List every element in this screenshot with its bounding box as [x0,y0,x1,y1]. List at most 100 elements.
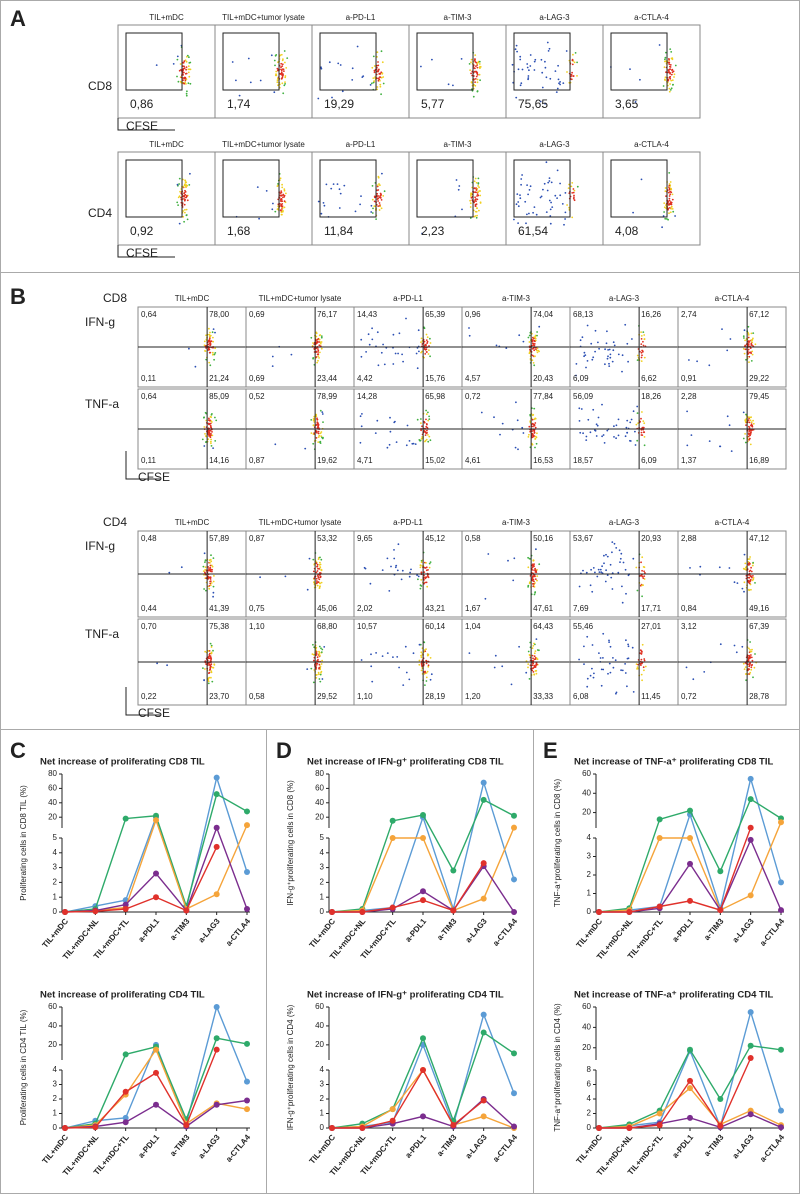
event-dot [629,421,632,424]
event-dot [316,361,318,364]
data-point [389,817,396,824]
event-dot [670,188,673,191]
data-point [511,824,517,831]
event-dot [210,442,212,445]
event-dot [535,571,538,574]
event-dot [667,78,670,81]
event-dot [476,81,479,84]
event-dot [214,347,217,350]
event-dot [304,447,307,450]
x-tick-label: a-LAG3 [731,916,757,944]
plot-frame [311,151,410,246]
event-dot [743,553,746,556]
y-tick-label: 1 [320,892,325,901]
event-dot [281,76,284,79]
event-dot [315,666,318,669]
event-dot [207,568,210,570]
y-tick-label: 0 [587,907,592,916]
event-dot [412,652,415,655]
event-dot [474,84,477,87]
event-dot [209,566,212,569]
event-dot [750,668,753,671]
event-dot [319,409,322,412]
event-dot [370,211,373,213]
event-dot [668,203,671,206]
group-label: CD8 [103,291,127,305]
y-tick-label: 40 [582,1022,591,1031]
event-dot [534,340,536,343]
gate [125,32,183,91]
data-point [389,1117,396,1124]
event-dot [586,677,589,680]
event-dot [643,356,646,359]
event-dot [279,209,282,212]
event-dot [317,432,320,435]
quadrant-value: 50,16 [533,534,554,543]
gate [513,32,571,91]
event-dot [621,669,624,672]
event-dot [373,200,376,203]
event-dot [749,433,752,435]
event-dot [564,211,567,214]
data-point [244,906,250,913]
event-dot [476,78,479,81]
event-dot [671,57,674,59]
event-dot [476,198,479,201]
event-dot [209,652,211,655]
event-dot [410,568,412,571]
event-dot [528,334,531,337]
data-point [244,1040,250,1047]
event-dot [460,58,463,60]
plot-title: a-LAG-3 [609,294,640,303]
data-point [747,1009,754,1016]
event-dot [204,559,207,562]
quadrant-value: 19,62 [317,456,338,465]
event-dot [515,401,517,404]
event-dot [473,180,476,183]
event-dot [420,571,423,574]
panel-e-frame [533,729,800,1194]
event-dot [474,78,477,80]
event-dot [594,329,597,332]
quadrant-value: 45,12 [425,534,446,543]
data-point [389,1106,396,1113]
event-dot [208,327,210,330]
data-point [747,836,754,843]
event-dot [747,562,750,565]
event-dot [317,576,320,578]
event-dot [416,418,419,421]
event-dot [748,588,750,591]
quadrant-value: 11,45 [641,692,661,701]
event-dot [515,96,518,99]
event-dot [249,81,252,84]
event-dot [547,181,550,184]
event-dot [673,73,676,76]
event-dot [750,332,753,335]
event-dot [469,199,471,202]
event-dot [476,66,479,69]
event-dot [474,191,477,194]
event-dot [570,185,573,188]
event-dot [629,68,631,70]
event-dot [382,82,385,85]
y-tick-label: 20 [315,1040,324,1049]
x-tick-label: a-PDL1 [671,1132,696,1159]
event-dot [187,82,190,85]
data-point [62,1125,68,1131]
event-dot [613,436,615,438]
event-dot [626,685,628,688]
event-dot [546,189,549,192]
data-point [359,909,366,915]
event-dot [427,575,429,578]
event-dot [674,64,677,67]
event-dot [279,194,281,197]
event-dot [532,671,535,673]
event-dot [398,666,400,669]
event-dot [185,208,188,211]
data-point [747,1054,754,1061]
event-dot [428,349,430,352]
event-dot [534,658,537,660]
event-dot [578,585,581,588]
y-tick-label: 60 [315,1002,324,1011]
event-dot [751,663,753,666]
